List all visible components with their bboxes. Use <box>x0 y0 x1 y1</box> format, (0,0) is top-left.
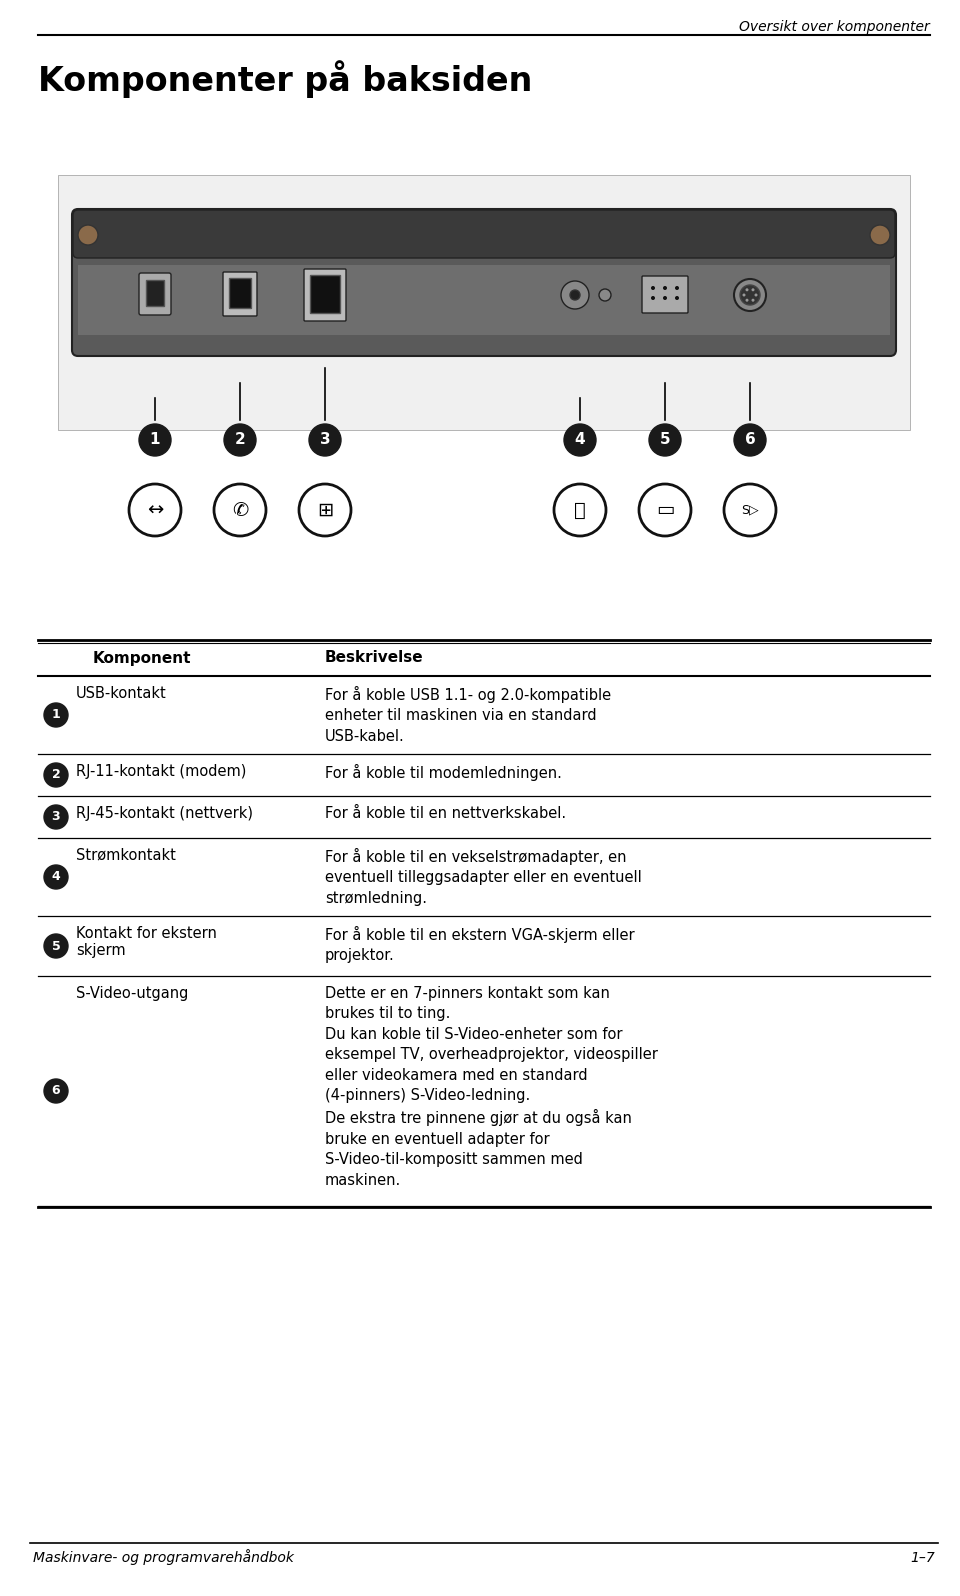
Text: 4: 4 <box>575 433 586 447</box>
Circle shape <box>44 804 68 828</box>
Circle shape <box>44 702 68 728</box>
Circle shape <box>561 281 589 310</box>
Circle shape <box>299 484 351 536</box>
Circle shape <box>649 425 681 456</box>
Circle shape <box>214 484 266 536</box>
Circle shape <box>44 865 68 889</box>
FancyBboxPatch shape <box>310 275 340 313</box>
Text: For å koble til en nettverkskabel.: For å koble til en nettverkskabel. <box>325 806 566 820</box>
Circle shape <box>639 484 691 536</box>
Circle shape <box>746 298 749 302</box>
Text: For å koble til en ekstern VGA-skjerm eller
projektor.: For å koble til en ekstern VGA-skjerm el… <box>325 926 635 964</box>
Bar <box>58 176 910 429</box>
Text: 2: 2 <box>234 433 246 447</box>
Circle shape <box>752 289 755 292</box>
Text: 1: 1 <box>150 433 160 447</box>
Text: Maskinvare- og programvarehåndbok: Maskinvare- og programvarehåndbok <box>33 1550 294 1566</box>
Circle shape <box>740 286 760 305</box>
Text: ✆: ✆ <box>231 501 249 520</box>
Text: 4: 4 <box>52 870 60 884</box>
Text: 6: 6 <box>745 433 756 447</box>
Circle shape <box>746 289 749 292</box>
Text: 2: 2 <box>52 769 60 782</box>
FancyBboxPatch shape <box>146 279 164 306</box>
Text: Dette er en 7-pinners kontakt som kan
brukes til to ting.
Du kan koble til S-Vid: Dette er en 7-pinners kontakt som kan br… <box>325 986 658 1187</box>
Text: 1: 1 <box>52 709 60 721</box>
Circle shape <box>651 286 655 290</box>
Circle shape <box>870 225 890 246</box>
Circle shape <box>755 294 757 297</box>
Circle shape <box>724 484 776 536</box>
Circle shape <box>44 1079 68 1103</box>
FancyBboxPatch shape <box>73 211 895 259</box>
Text: Kontakt for ekstern
skjerm: Kontakt for ekstern skjerm <box>76 926 217 959</box>
Circle shape <box>599 289 611 302</box>
Circle shape <box>734 279 766 311</box>
FancyBboxPatch shape <box>304 270 346 321</box>
Text: ▭: ▭ <box>656 501 674 520</box>
Text: S-Video-utgang: S-Video-utgang <box>76 986 188 1001</box>
Text: ⏻: ⏻ <box>574 501 586 520</box>
Text: ↔: ↔ <box>147 501 163 520</box>
Text: USB-kontakt: USB-kontakt <box>76 686 167 701</box>
FancyBboxPatch shape <box>229 278 251 308</box>
Circle shape <box>44 763 68 787</box>
Circle shape <box>570 290 580 300</box>
Text: For å koble til en vekselstrømadapter, en
eventuell tilleggsadapter eller en eve: For å koble til en vekselstrømadapter, e… <box>325 847 641 907</box>
Text: 3: 3 <box>52 811 60 824</box>
Text: S▷: S▷ <box>741 503 758 517</box>
Circle shape <box>554 484 606 536</box>
FancyBboxPatch shape <box>642 276 688 313</box>
Circle shape <box>44 934 68 958</box>
FancyBboxPatch shape <box>78 265 890 335</box>
Circle shape <box>651 295 655 300</box>
Text: ⊞: ⊞ <box>317 501 333 520</box>
Circle shape <box>564 425 596 456</box>
Text: 5: 5 <box>660 433 670 447</box>
Circle shape <box>752 298 755 302</box>
Circle shape <box>309 425 341 456</box>
Text: 6: 6 <box>52 1085 60 1098</box>
Text: Beskrivelse: Beskrivelse <box>325 651 423 666</box>
Text: For å koble USB 1.1- og 2.0-kompatible
enheter til maskinen via en standard
USB-: For å koble USB 1.1- og 2.0-kompatible e… <box>325 686 612 744</box>
Text: 1–7: 1–7 <box>910 1551 935 1566</box>
Circle shape <box>742 294 746 297</box>
Circle shape <box>78 225 98 246</box>
Text: 3: 3 <box>320 433 330 447</box>
Text: Strømkontakt: Strømkontakt <box>76 847 176 863</box>
Text: Komponent: Komponent <box>93 651 191 666</box>
Circle shape <box>139 425 171 456</box>
FancyBboxPatch shape <box>139 273 171 314</box>
Circle shape <box>224 425 256 456</box>
Text: 5: 5 <box>52 940 60 953</box>
Circle shape <box>675 295 679 300</box>
Circle shape <box>675 286 679 290</box>
FancyBboxPatch shape <box>223 271 257 316</box>
Text: RJ-45-kontakt (nettverk): RJ-45-kontakt (nettverk) <box>76 806 253 820</box>
Text: Oversikt over komponenter: Oversikt over komponenter <box>739 21 930 34</box>
Circle shape <box>663 286 667 290</box>
Text: For å koble til modemledningen.: For å koble til modemledningen. <box>325 764 562 780</box>
Circle shape <box>663 295 667 300</box>
Circle shape <box>129 484 181 536</box>
Circle shape <box>734 425 766 456</box>
Text: Komponenter på baksiden: Komponenter på baksiden <box>38 61 533 97</box>
FancyBboxPatch shape <box>72 209 896 356</box>
Text: RJ-11-kontakt (modem): RJ-11-kontakt (modem) <box>76 764 247 779</box>
